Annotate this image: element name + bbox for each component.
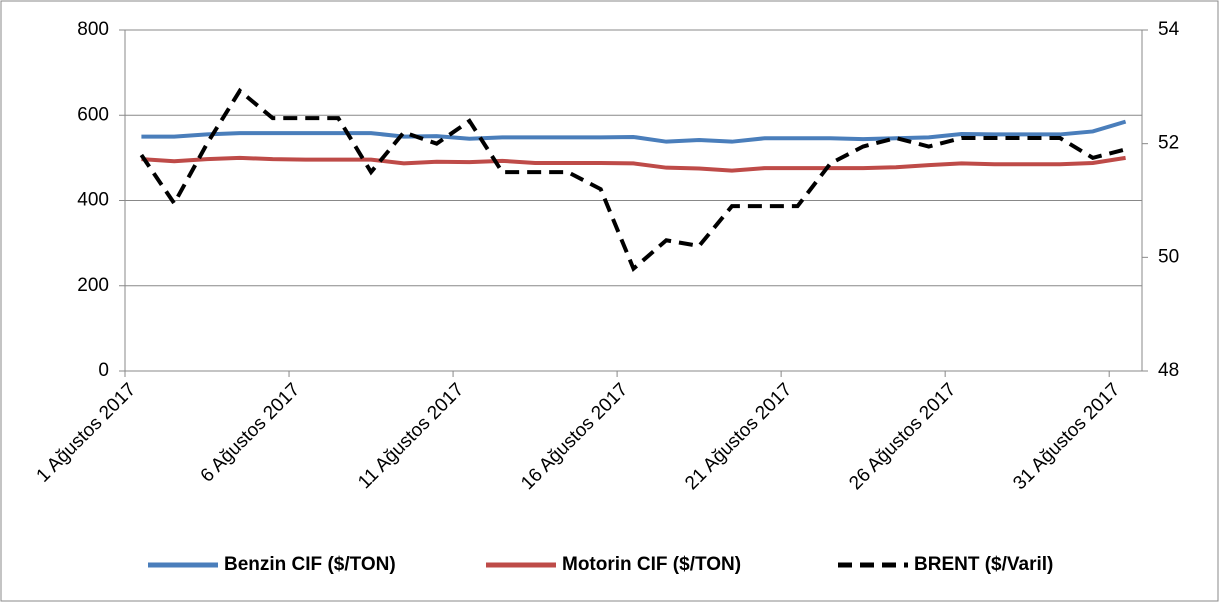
y2-tick-label: 52 — [1158, 133, 1179, 154]
series-line — [141, 155, 1126, 173]
series-line — [141, 119, 1127, 144]
y-tick-label: 0 — [98, 360, 109, 381]
y-tick-label: 600 — [77, 104, 109, 125]
y2-tick-label: 50 — [1158, 246, 1179, 267]
legend-label: Benzin CIF ($/TON) — [224, 554, 396, 575]
legend-label: Motorin CIF ($/TON) — [562, 554, 741, 575]
y-tick-label: 800 — [77, 19, 109, 40]
y2-tick-label: 54 — [1158, 19, 1180, 40]
series-line — [139, 87, 1127, 273]
y-tick-label: 200 — [77, 275, 109, 296]
y-tick-label: 400 — [77, 190, 109, 211]
legend-label: BRENT ($/Varil) — [914, 554, 1053, 575]
y2-tick-label: 48 — [1158, 360, 1179, 381]
